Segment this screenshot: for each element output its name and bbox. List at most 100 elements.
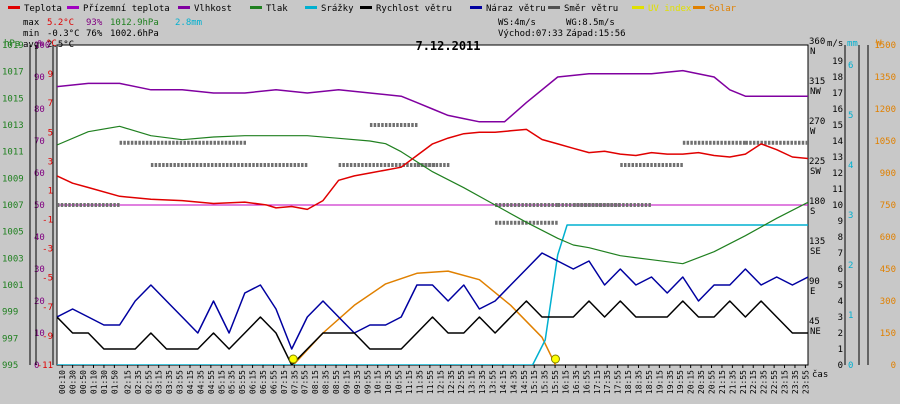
wind-direction-mark — [387, 163, 390, 167]
x-tick-label: 09:35 — [353, 370, 362, 394]
axis-temp-tick: -3 — [42, 245, 53, 255]
axis-hpa-tick: 1013 — [2, 121, 24, 131]
wind-direction-mark — [640, 203, 644, 207]
axis-w-tick: 0 — [891, 361, 896, 371]
wind-direction-mark — [555, 203, 558, 207]
axis-w-tick: 1200 — [874, 105, 896, 115]
axis-dir-tick: 90 — [809, 277, 820, 287]
wind-direction-mark — [603, 203, 606, 207]
axis-hpa-tick: 995 — [2, 361, 18, 371]
axis-ms-label: m/s — [827, 39, 843, 49]
wind-direction-mark — [134, 140, 138, 145]
wind-direction-mark — [57, 203, 60, 207]
series-humidity — [57, 69, 808, 123]
axis-w-tick: 450 — [880, 265, 896, 275]
wind-direction-mark — [694, 140, 697, 145]
wind-direction-mark — [87, 203, 90, 207]
stat-min-press: 1002.6hPa — [110, 29, 159, 39]
wind-direction-mark — [376, 163, 379, 167]
axis-dir-tick: 135 — [809, 237, 825, 247]
x-tick-label: 20:15 — [687, 370, 696, 394]
axis-pct-tick: 100 — [34, 41, 50, 51]
wind-direction-mark — [282, 163, 285, 167]
x-tick-label: 18:55 — [645, 370, 654, 394]
wind-direction-mark — [239, 140, 243, 145]
wind-direction-mark — [536, 220, 539, 225]
stat-max-press: 1012.9hPa — [110, 18, 159, 28]
x-tick-label: 17:35 — [603, 370, 612, 394]
series-pressure — [57, 125, 808, 265]
wind-direction-mark — [256, 163, 259, 167]
wind-direction-mark — [661, 163, 665, 167]
axis-mm-tick: 6 — [848, 61, 853, 71]
sun-marker — [288, 354, 298, 364]
wind-direction-mark — [109, 203, 113, 207]
wind-direction-mark — [782, 140, 786, 145]
wind-direction-mark — [510, 220, 513, 225]
wind-direction-mark — [446, 163, 450, 167]
axis-ms-tick: 10 — [832, 201, 843, 211]
wind-direction-mark — [379, 163, 383, 167]
wind-direction-mark — [506, 220, 509, 225]
wind-direction-mark — [642, 163, 646, 167]
wind-direction-mark — [439, 163, 442, 167]
wind-direction-mark — [160, 140, 164, 145]
axis-ms-tick: 6 — [838, 265, 843, 275]
wind-direction-mark — [252, 163, 255, 167]
legend-label: Přízemní teplota — [83, 4, 170, 14]
wind-direction-mark — [727, 140, 731, 145]
wind-direction-mark — [407, 123, 410, 127]
wind-direction-mark — [510, 203, 513, 207]
wind-direction-mark — [607, 203, 610, 207]
wind-direction-mark — [83, 203, 86, 207]
axis-ms-tick: 19 — [832, 57, 843, 67]
x-tick-label: 15:55 — [551, 370, 560, 394]
axis-w-tick: 1050 — [874, 137, 896, 147]
wind-direction-mark — [618, 203, 621, 207]
wind-direction-mark — [194, 140, 198, 145]
axis-hpa-tick: 1007 — [2, 201, 24, 211]
series-temperature — [57, 128, 808, 211]
wind-direction-mark — [735, 140, 738, 145]
wind-direction-mark — [233, 163, 236, 167]
legend-label: Srážky — [321, 4, 354, 14]
wind-direction-mark — [551, 203, 554, 207]
axis-ms-tick: 1 — [838, 345, 843, 355]
wind-direction-mark — [383, 163, 387, 167]
axis-dir-compass: E — [810, 287, 815, 297]
wind-direction-mark — [388, 123, 392, 127]
wind-direction-mark — [498, 203, 502, 207]
wind-direction-mark — [760, 140, 763, 145]
x-tick-label: 14:35 — [509, 370, 518, 394]
wind-direction-mark — [369, 123, 373, 127]
wind-direction-mark — [547, 220, 551, 225]
x-tick-label: 16:35 — [572, 370, 581, 394]
wind-direction-mark — [391, 163, 394, 167]
wind-direction-mark — [752, 140, 756, 145]
axis-w-label: W — [876, 39, 882, 49]
wind-direction-mark — [301, 163, 304, 167]
series-wind-speed — [57, 300, 808, 365]
axis-hpa-tick: 1009 — [2, 174, 24, 184]
wind-direction-mark — [528, 203, 532, 207]
wind-direction-mark — [506, 203, 509, 207]
wind-direction-mark — [198, 140, 201, 145]
wind-direction-mark — [286, 163, 289, 167]
axis-temp-tick: 7 — [48, 99, 53, 109]
x-tick-label: 01:10 — [90, 370, 99, 394]
axis-dir-tick: 315 — [809, 77, 825, 87]
axis-mm-label: mm — [847, 39, 858, 49]
axis-hpa-tick: 1003 — [2, 254, 24, 264]
wind-direction-mark — [624, 163, 627, 167]
legend-label: Náraz větru — [486, 4, 546, 14]
legend-swatch — [305, 6, 317, 9]
wind-direction-mark — [631, 163, 635, 167]
wind-direction-mark — [79, 203, 83, 207]
wind-direction-mark — [665, 163, 668, 167]
wind-direction-mark — [771, 140, 775, 145]
wind-direction-mark — [207, 163, 210, 167]
axis-ms-tick: 15 — [832, 121, 843, 131]
wind-direction-mark — [117, 203, 120, 207]
wind-direction-mark — [158, 163, 161, 167]
wind-direction-mark — [183, 140, 186, 145]
